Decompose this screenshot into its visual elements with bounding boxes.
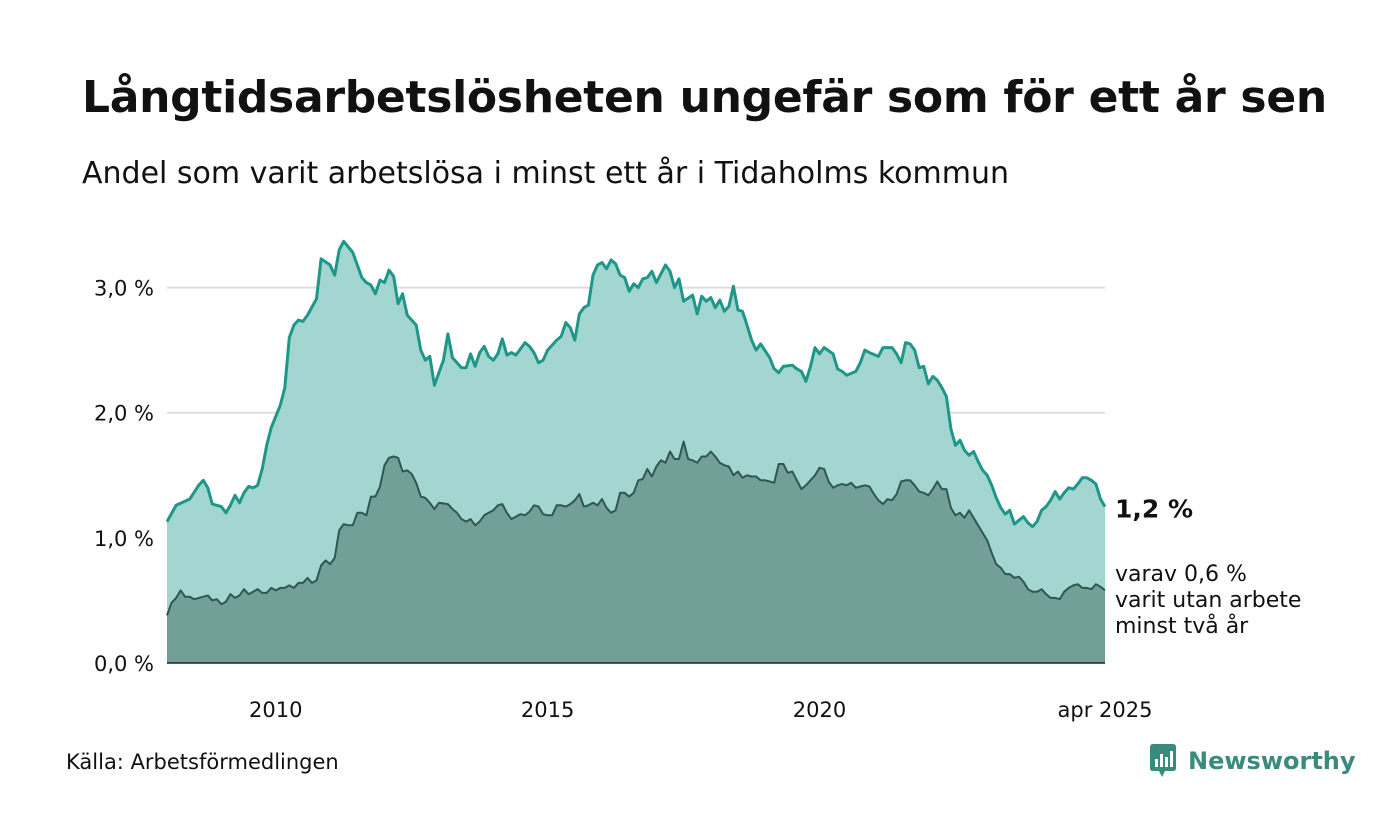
series-line-minst_ett_ar xyxy=(165,239,1107,529)
x-tick-label: 2010 xyxy=(249,698,302,722)
chart-title: Långtidsarbetslösheten ungefär som för e… xyxy=(82,72,1327,123)
bar-chart-speech-bubble-icon xyxy=(1150,744,1176,777)
brand-logo[interactable]: Newsworthy xyxy=(1148,744,1356,778)
end-label-line: varit utan arbete xyxy=(1115,588,1301,613)
end-label-line: varav 0,6 % xyxy=(1115,562,1247,587)
series-labels: 1,2 % varav 0,6 % varit utan arbete minst t… xyxy=(1115,495,1301,639)
series-line-minst_tva_ar xyxy=(166,440,1106,616)
source-note: Källa: Arbetsförmedlingen xyxy=(66,750,339,774)
y-tick-label: 3,0 % xyxy=(94,277,154,301)
y-tick-label: 1,0 % xyxy=(94,527,154,551)
y-tick-label: 2,0 % xyxy=(94,402,154,426)
series-area-minst_tva_ar xyxy=(167,441,1105,663)
x-tick-label: 2020 xyxy=(793,698,846,722)
end-label-minst-tva-ar: varav 0,6 % varit utan arbete minst två år xyxy=(1115,562,1301,639)
end-label-line: minst två år xyxy=(1115,613,1249,639)
end-label-minst-ett-ar: 1,2 % xyxy=(1115,495,1193,524)
x-tick-label: apr 2025 xyxy=(1058,698,1153,722)
axes: 0,0 % 1,0 % 2,0 % 3,0 % 2010 2015 2020 apr 2025 xyxy=(94,277,1153,722)
data-areas xyxy=(165,239,1107,664)
chart-subtitle: Andel som varit arbetslösa i minst ett å… xyxy=(82,156,1010,191)
x-tick-label: 2015 xyxy=(521,698,574,722)
y-tick-label: 0,0 % xyxy=(94,652,154,676)
brand-name: Newsworthy xyxy=(1188,747,1356,775)
